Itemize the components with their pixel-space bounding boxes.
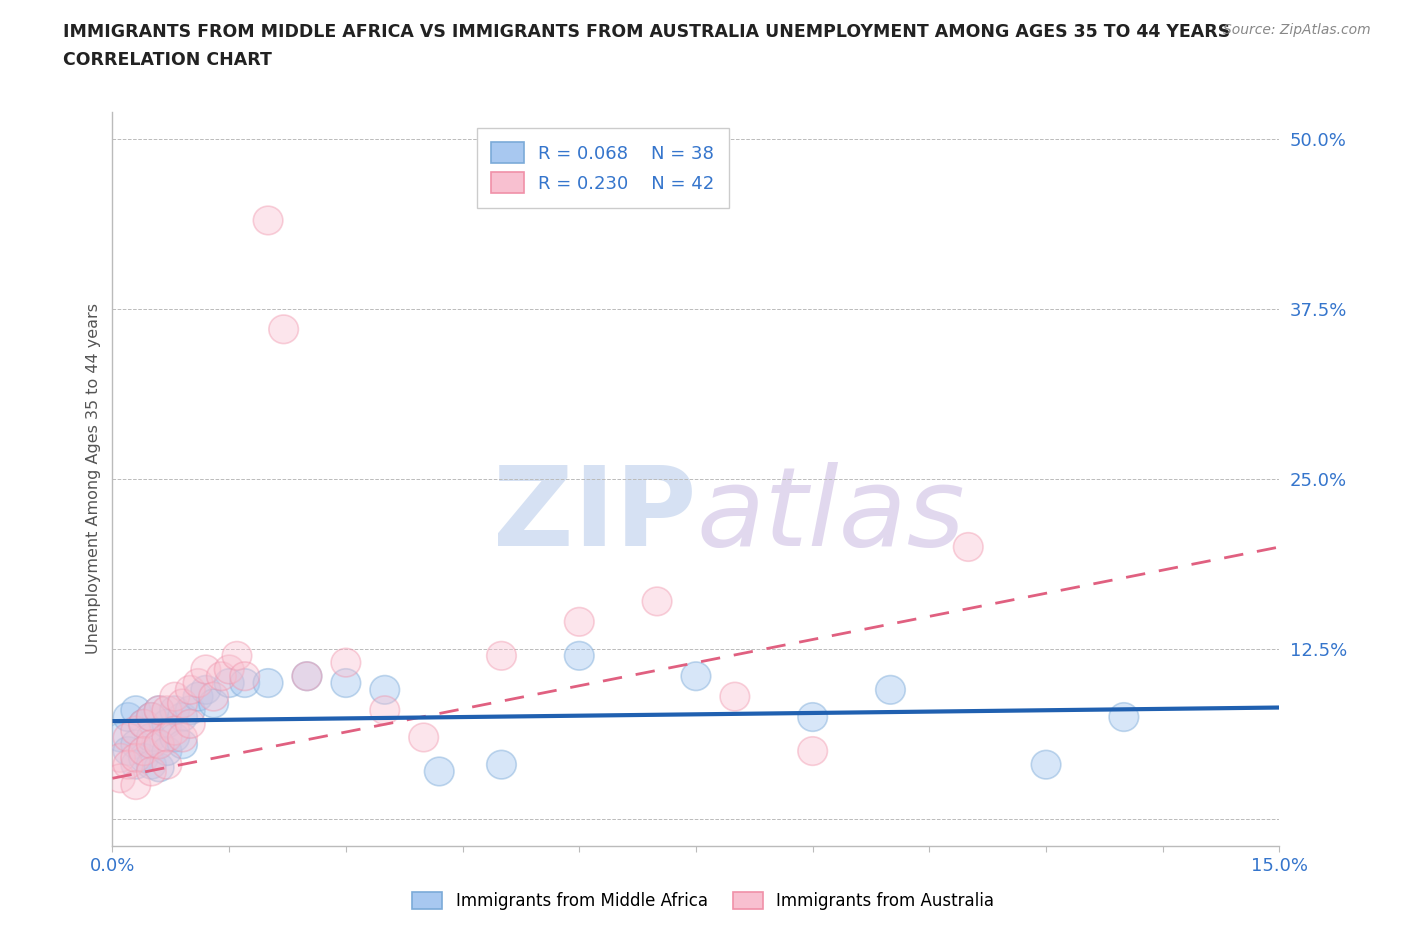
Ellipse shape	[643, 587, 672, 616]
Ellipse shape	[136, 724, 166, 751]
Ellipse shape	[145, 753, 174, 782]
Ellipse shape	[152, 696, 181, 724]
Legend: R = 0.068    N = 38, R = 0.230    N = 42: R = 0.068 N = 38, R = 0.230 N = 42	[477, 128, 728, 207]
Ellipse shape	[231, 662, 260, 690]
Ellipse shape	[176, 710, 205, 738]
Ellipse shape	[160, 696, 190, 724]
Ellipse shape	[797, 737, 828, 765]
Text: Source: ZipAtlas.com: Source: ZipAtlas.com	[1223, 23, 1371, 37]
Ellipse shape	[167, 703, 197, 731]
Ellipse shape	[145, 730, 174, 759]
Ellipse shape	[409, 724, 439, 751]
Ellipse shape	[167, 689, 197, 718]
Ellipse shape	[129, 737, 159, 765]
Ellipse shape	[198, 689, 228, 718]
Ellipse shape	[191, 655, 221, 684]
Ellipse shape	[167, 730, 197, 759]
Ellipse shape	[425, 757, 454, 786]
Ellipse shape	[207, 662, 236, 690]
Ellipse shape	[145, 696, 174, 724]
Ellipse shape	[121, 696, 150, 724]
Ellipse shape	[222, 642, 252, 671]
Ellipse shape	[160, 683, 190, 711]
Ellipse shape	[160, 724, 190, 751]
Ellipse shape	[145, 730, 174, 759]
Ellipse shape	[198, 683, 228, 711]
Ellipse shape	[136, 757, 166, 786]
Ellipse shape	[105, 724, 135, 751]
Ellipse shape	[114, 724, 143, 751]
Ellipse shape	[953, 533, 983, 562]
Ellipse shape	[114, 737, 143, 765]
Ellipse shape	[720, 683, 749, 711]
Ellipse shape	[253, 669, 283, 698]
Ellipse shape	[292, 662, 322, 690]
Ellipse shape	[152, 710, 181, 738]
Ellipse shape	[121, 730, 150, 759]
Text: CORRELATION CHART: CORRELATION CHART	[63, 51, 273, 69]
Ellipse shape	[136, 730, 166, 759]
Ellipse shape	[121, 751, 150, 779]
Ellipse shape	[214, 655, 245, 684]
Ellipse shape	[114, 751, 143, 779]
Ellipse shape	[136, 751, 166, 779]
Ellipse shape	[876, 675, 905, 704]
Ellipse shape	[564, 607, 595, 636]
Ellipse shape	[231, 669, 260, 698]
Ellipse shape	[330, 648, 361, 677]
Ellipse shape	[176, 696, 205, 724]
Ellipse shape	[121, 716, 150, 745]
Ellipse shape	[191, 675, 221, 704]
Ellipse shape	[105, 764, 135, 792]
Ellipse shape	[681, 662, 711, 690]
Ellipse shape	[269, 315, 298, 343]
Ellipse shape	[797, 703, 828, 731]
Ellipse shape	[330, 669, 361, 698]
Ellipse shape	[152, 724, 181, 751]
Ellipse shape	[105, 744, 135, 772]
Ellipse shape	[1109, 703, 1139, 731]
Ellipse shape	[136, 703, 166, 731]
Ellipse shape	[176, 675, 205, 704]
Ellipse shape	[370, 675, 399, 704]
Ellipse shape	[121, 744, 150, 772]
Ellipse shape	[183, 683, 212, 711]
Ellipse shape	[292, 662, 322, 690]
Ellipse shape	[486, 751, 516, 779]
Ellipse shape	[160, 716, 190, 745]
Ellipse shape	[114, 703, 143, 731]
Ellipse shape	[121, 771, 150, 800]
Ellipse shape	[253, 206, 283, 234]
Ellipse shape	[1031, 751, 1062, 779]
Ellipse shape	[152, 751, 181, 779]
Text: atlas: atlas	[696, 462, 965, 569]
Ellipse shape	[129, 710, 159, 738]
Y-axis label: Unemployment Among Ages 35 to 44 years: Unemployment Among Ages 35 to 44 years	[86, 303, 101, 655]
Ellipse shape	[486, 642, 516, 671]
Ellipse shape	[183, 669, 212, 698]
Ellipse shape	[152, 737, 181, 765]
Ellipse shape	[564, 642, 595, 671]
Text: IMMIGRANTS FROM MIDDLE AFRICA VS IMMIGRANTS FROM AUSTRALIA UNEMPLOYMENT AMONG AG: IMMIGRANTS FROM MIDDLE AFRICA VS IMMIGRA…	[63, 23, 1230, 41]
Ellipse shape	[129, 744, 159, 772]
Text: ZIP: ZIP	[492, 462, 696, 569]
Ellipse shape	[136, 703, 166, 731]
Ellipse shape	[145, 696, 174, 724]
Ellipse shape	[370, 696, 399, 724]
Ellipse shape	[167, 724, 197, 751]
Ellipse shape	[129, 710, 159, 738]
Legend: Immigrants from Middle Africa, Immigrants from Australia: Immigrants from Middle Africa, Immigrant…	[405, 885, 1001, 917]
Ellipse shape	[214, 669, 245, 698]
